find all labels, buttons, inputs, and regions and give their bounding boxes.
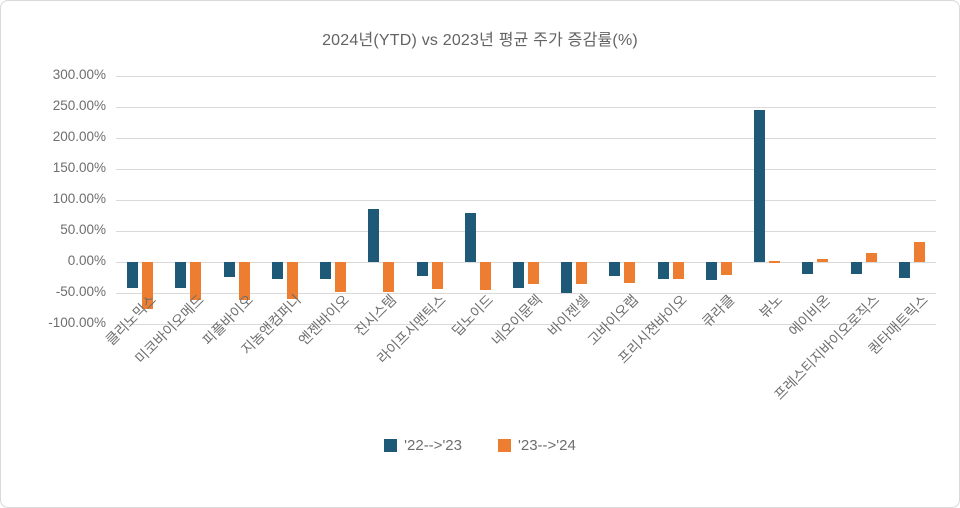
bar — [576, 262, 587, 284]
bar — [432, 262, 443, 289]
bar — [368, 209, 379, 262]
y-axis-tick-label: 300.00% — [52, 67, 106, 82]
bar — [272, 262, 283, 279]
gridline — [116, 324, 936, 325]
gridline — [116, 107, 936, 108]
bar — [142, 262, 153, 309]
y-axis-tick-label: 100.00% — [52, 191, 106, 206]
bar — [802, 262, 813, 274]
bar — [866, 253, 877, 262]
bar — [817, 259, 828, 262]
category-label: 큐라클 — [699, 291, 738, 331]
gridline — [116, 76, 936, 77]
bar — [561, 262, 572, 293]
bar — [320, 262, 331, 279]
bar — [851, 262, 862, 274]
bar — [721, 262, 732, 275]
category-label: 엔젠바이오 — [294, 291, 352, 349]
bar — [480, 262, 491, 290]
bar — [624, 262, 635, 283]
y-axis-tick-label: -100.00% — [48, 315, 106, 330]
y-axis-tick-label: 200.00% — [52, 129, 106, 144]
bar — [609, 262, 620, 276]
y-axis-tick-label: 250.00% — [52, 98, 106, 113]
bar — [658, 262, 669, 279]
bar — [224, 262, 235, 277]
bar — [706, 262, 717, 280]
legend-item-23-24: '23-->'24 — [498, 437, 576, 454]
gridline — [116, 293, 936, 294]
y-axis-tick-label: -50.00% — [55, 284, 106, 299]
category-label: 뷰노 — [756, 291, 786, 321]
bar — [673, 262, 684, 279]
gridline — [116, 231, 936, 232]
bar — [239, 262, 250, 300]
bar — [335, 262, 346, 292]
bar — [769, 261, 780, 263]
bar — [513, 262, 524, 288]
gridline — [116, 262, 936, 263]
y-axis-tick-label: 150.00% — [52, 160, 106, 175]
category-label: 네오이뮨텍 — [487, 291, 545, 349]
bar — [190, 262, 201, 300]
bar — [127, 262, 138, 288]
legend-label-23-24: '23-->'24 — [518, 437, 576, 454]
bar — [465, 213, 476, 262]
legend-label-22-23: '22-->'23 — [404, 437, 462, 454]
legend-item-22-23: '22-->'23 — [384, 437, 462, 454]
gridline — [116, 138, 936, 139]
bar — [383, 262, 394, 292]
y-axis-tick-label: 0.00% — [67, 253, 106, 268]
bar — [175, 262, 186, 288]
bar — [899, 262, 910, 278]
gridline — [116, 169, 936, 170]
legend-swatch-23-24 — [498, 439, 511, 452]
bar — [914, 242, 925, 262]
bar — [754, 110, 765, 262]
y-axis-tick-label: 50.00% — [60, 222, 106, 237]
chart-title: 2024년(YTD) vs 2023년 평균 주가 증감률(%) — [322, 32, 638, 49]
legend: '22-->'23 '23-->'24 — [1, 437, 959, 454]
bar — [528, 262, 539, 284]
legend-swatch-22-23 — [384, 439, 398, 452]
gridline — [116, 200, 936, 201]
bar — [417, 262, 428, 276]
bar — [287, 262, 298, 299]
